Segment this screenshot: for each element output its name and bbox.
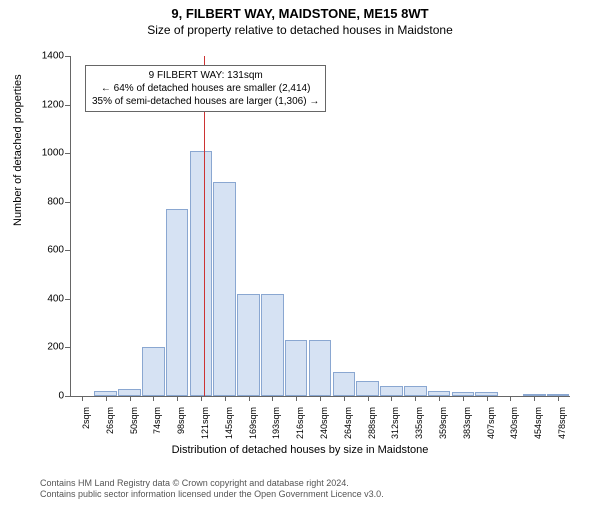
xtick-mark (368, 396, 369, 401)
xtick-label: 121sqm (200, 407, 210, 439)
xtick-mark (534, 396, 535, 401)
xtick-mark (487, 396, 488, 401)
histogram-bar (333, 372, 356, 396)
y-axis-label: Number of detached properties (12, 74, 24, 226)
histogram-bar (285, 340, 308, 396)
annotation-line-2: ← 64% of detached houses are smaller (2,… (92, 82, 319, 95)
ytick-label: 400 (38, 293, 64, 304)
xtick-mark (153, 396, 154, 401)
histogram-bar (213, 182, 236, 396)
histogram-bar (261, 294, 284, 396)
histogram-bar (404, 386, 427, 396)
xtick-label: 169sqm (248, 407, 258, 439)
xtick-mark (344, 396, 345, 401)
xtick-label: 264sqm (343, 407, 353, 439)
footer-line-1: Contains HM Land Registry data © Crown c… (40, 478, 384, 489)
footer-line-2: Contains public sector information licen… (40, 489, 384, 500)
xtick-label: 2sqm (81, 407, 91, 429)
xtick-label: 193sqm (271, 407, 281, 439)
plot-region: 02004006008001000120014002sqm26sqm50sqm7… (70, 56, 570, 396)
xtick-label: 454sqm (533, 407, 543, 439)
xtick-label: 98sqm (176, 407, 186, 434)
page-subtitle: Size of property relative to detached ho… (0, 23, 600, 37)
xtick-label: 50sqm (129, 407, 139, 434)
xtick-label: 383sqm (462, 407, 472, 439)
annotation-line-1: 9 FILBERT WAY: 131sqm (92, 69, 319, 82)
xtick-mark (272, 396, 273, 401)
xtick-mark (439, 396, 440, 401)
ytick-mark (65, 299, 70, 300)
ytick-mark (65, 56, 70, 57)
xtick-label: 359sqm (438, 407, 448, 439)
xtick-mark (177, 396, 178, 401)
xtick-mark (320, 396, 321, 401)
histogram-bar (166, 209, 189, 396)
ytick-label: 1200 (38, 99, 64, 110)
xtick-mark (510, 396, 511, 401)
histogram-bar (356, 381, 379, 396)
annotation-line-3: 35% of semi-detached houses are larger (… (92, 95, 319, 108)
xtick-label: 407sqm (486, 407, 496, 439)
histogram-bar (237, 294, 260, 396)
xtick-label: 478sqm (557, 407, 567, 439)
xtick-label: 430sqm (509, 407, 519, 439)
ytick-mark (65, 347, 70, 348)
xtick-label: 26sqm (105, 407, 115, 434)
page-title: 9, FILBERT WAY, MAIDSTONE, ME15 8WT (0, 6, 600, 21)
xtick-mark (130, 396, 131, 401)
xtick-label: 216sqm (295, 407, 305, 439)
histogram-bar (118, 389, 141, 396)
xtick-mark (249, 396, 250, 401)
xtick-mark (415, 396, 416, 401)
ytick-mark (65, 396, 70, 397)
ytick-label: 1000 (38, 148, 64, 159)
ytick-mark (65, 250, 70, 251)
xtick-mark (82, 396, 83, 401)
xtick-mark (296, 396, 297, 401)
histogram-bar (190, 151, 213, 396)
ytick-label: 600 (38, 245, 64, 256)
xtick-mark (201, 396, 202, 401)
xtick-label: 74sqm (152, 407, 162, 434)
xtick-mark (106, 396, 107, 401)
ytick-mark (65, 202, 70, 203)
histogram-bar (309, 340, 332, 396)
histogram-bar (142, 347, 165, 396)
xtick-label: 145sqm (224, 407, 234, 439)
y-axis (70, 56, 71, 396)
xtick-mark (463, 396, 464, 401)
xtick-label: 288sqm (367, 407, 377, 439)
histogram-bar (380, 386, 403, 396)
xtick-mark (391, 396, 392, 401)
annotation-box: 9 FILBERT WAY: 131sqm← 64% of detached h… (85, 65, 326, 112)
ytick-mark (65, 153, 70, 154)
ytick-label: 1400 (38, 51, 64, 62)
xtick-mark (225, 396, 226, 401)
chart-area: 02004006008001000120014002sqm26sqm50sqm7… (70, 56, 570, 426)
x-axis-label: Distribution of detached houses by size … (0, 444, 600, 456)
xtick-label: 335sqm (414, 407, 424, 439)
ytick-label: 800 (38, 196, 64, 207)
footer-attribution: Contains HM Land Registry data © Crown c… (40, 478, 384, 500)
ytick-label: 200 (38, 342, 64, 353)
xtick-label: 240sqm (319, 407, 329, 439)
ytick-mark (65, 105, 70, 106)
ytick-label: 0 (38, 391, 64, 402)
xtick-label: 312sqm (390, 407, 400, 439)
xtick-mark (558, 396, 559, 401)
